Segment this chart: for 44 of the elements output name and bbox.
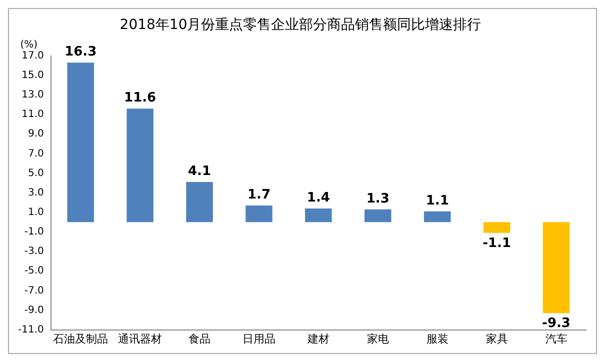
x-tick-label: 建材 <box>306 332 330 346</box>
x-tick-label: 通讯器材 <box>118 332 162 346</box>
data-label: 16.3 <box>64 44 97 60</box>
x-tick-label: 服装 <box>426 332 448 346</box>
y-tick-label: -11.0 <box>18 324 44 336</box>
data-label: 1.3 <box>366 191 390 206</box>
bar <box>246 206 272 222</box>
y-tick-label: -5.0 <box>24 266 44 277</box>
bar <box>186 182 213 222</box>
bar <box>364 209 392 222</box>
data-label: -9.3 <box>542 316 570 332</box>
data-label: 1.1 <box>426 193 449 208</box>
bar <box>305 208 332 222</box>
y-tick-label: -1.0 <box>24 226 44 238</box>
y-tick-label: -9.0 <box>24 304 44 316</box>
x-tick-label: 家电 <box>366 332 389 346</box>
x-tick-label: 食品 <box>188 332 211 346</box>
data-label: -1.1 <box>482 236 512 251</box>
y-tick-label: 9.0 <box>28 128 44 140</box>
y-tick-label: 15.0 <box>22 70 44 81</box>
y-tick-label: 7.0 <box>28 148 44 160</box>
data-label: 4.1 <box>188 164 212 179</box>
x-tick-label: 石油及制品 <box>53 332 108 346</box>
data-label: 11.6 <box>124 90 156 106</box>
data-label: 1.7 <box>247 187 270 202</box>
bar <box>126 108 154 222</box>
y-tick-label: 17.0 <box>22 50 44 62</box>
x-tick-label: 日用品 <box>242 332 276 346</box>
bar <box>483 222 510 233</box>
x-tick-label: 汽车 <box>545 332 568 346</box>
chart-title: 2018年10月份重点零售企业部分商品销售额同比增速排行 <box>120 17 482 34</box>
data-label: 1.4 <box>306 190 330 206</box>
y-tick-label: 13.0 <box>22 90 44 101</box>
y-tick-label: 3.0 <box>28 187 44 198</box>
y-tick-label: 5.0 <box>28 168 44 179</box>
bar <box>67 62 94 222</box>
bar <box>542 222 570 314</box>
y-tick-label: -7.0 <box>24 285 44 296</box>
y-axis-title: (%) <box>20 39 38 50</box>
y-tick-label: -3.0 <box>24 246 44 258</box>
x-tick-label: 家具 <box>486 332 508 346</box>
y-tick-label: 11.0 <box>22 109 44 120</box>
bar <box>424 211 451 222</box>
y-tick-label: 1.0 <box>28 206 44 218</box>
